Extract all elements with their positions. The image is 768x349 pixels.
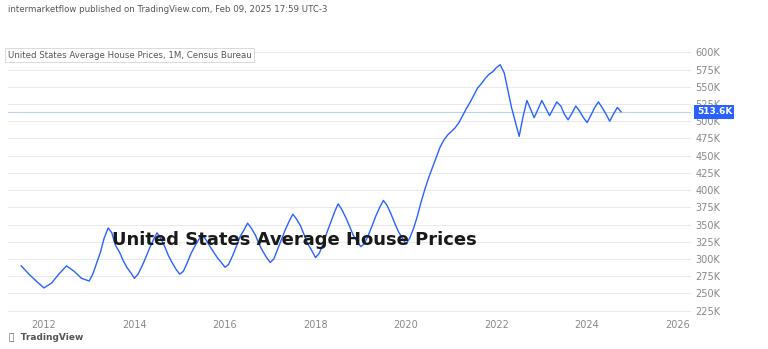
Text: 513.6K: 513.6K xyxy=(697,107,732,116)
Text: ⧈  TradingView: ⧈ TradingView xyxy=(9,333,84,342)
Text: United States Average House Prices: United States Average House Prices xyxy=(112,231,477,249)
Text: intermarketflow published on TradingView.com, Feb 09, 2025 17:59 UTC-3: intermarketflow published on TradingView… xyxy=(8,5,327,14)
Text: United States Average House Prices, 1M, Census Bureau: United States Average House Prices, 1M, … xyxy=(8,51,251,60)
